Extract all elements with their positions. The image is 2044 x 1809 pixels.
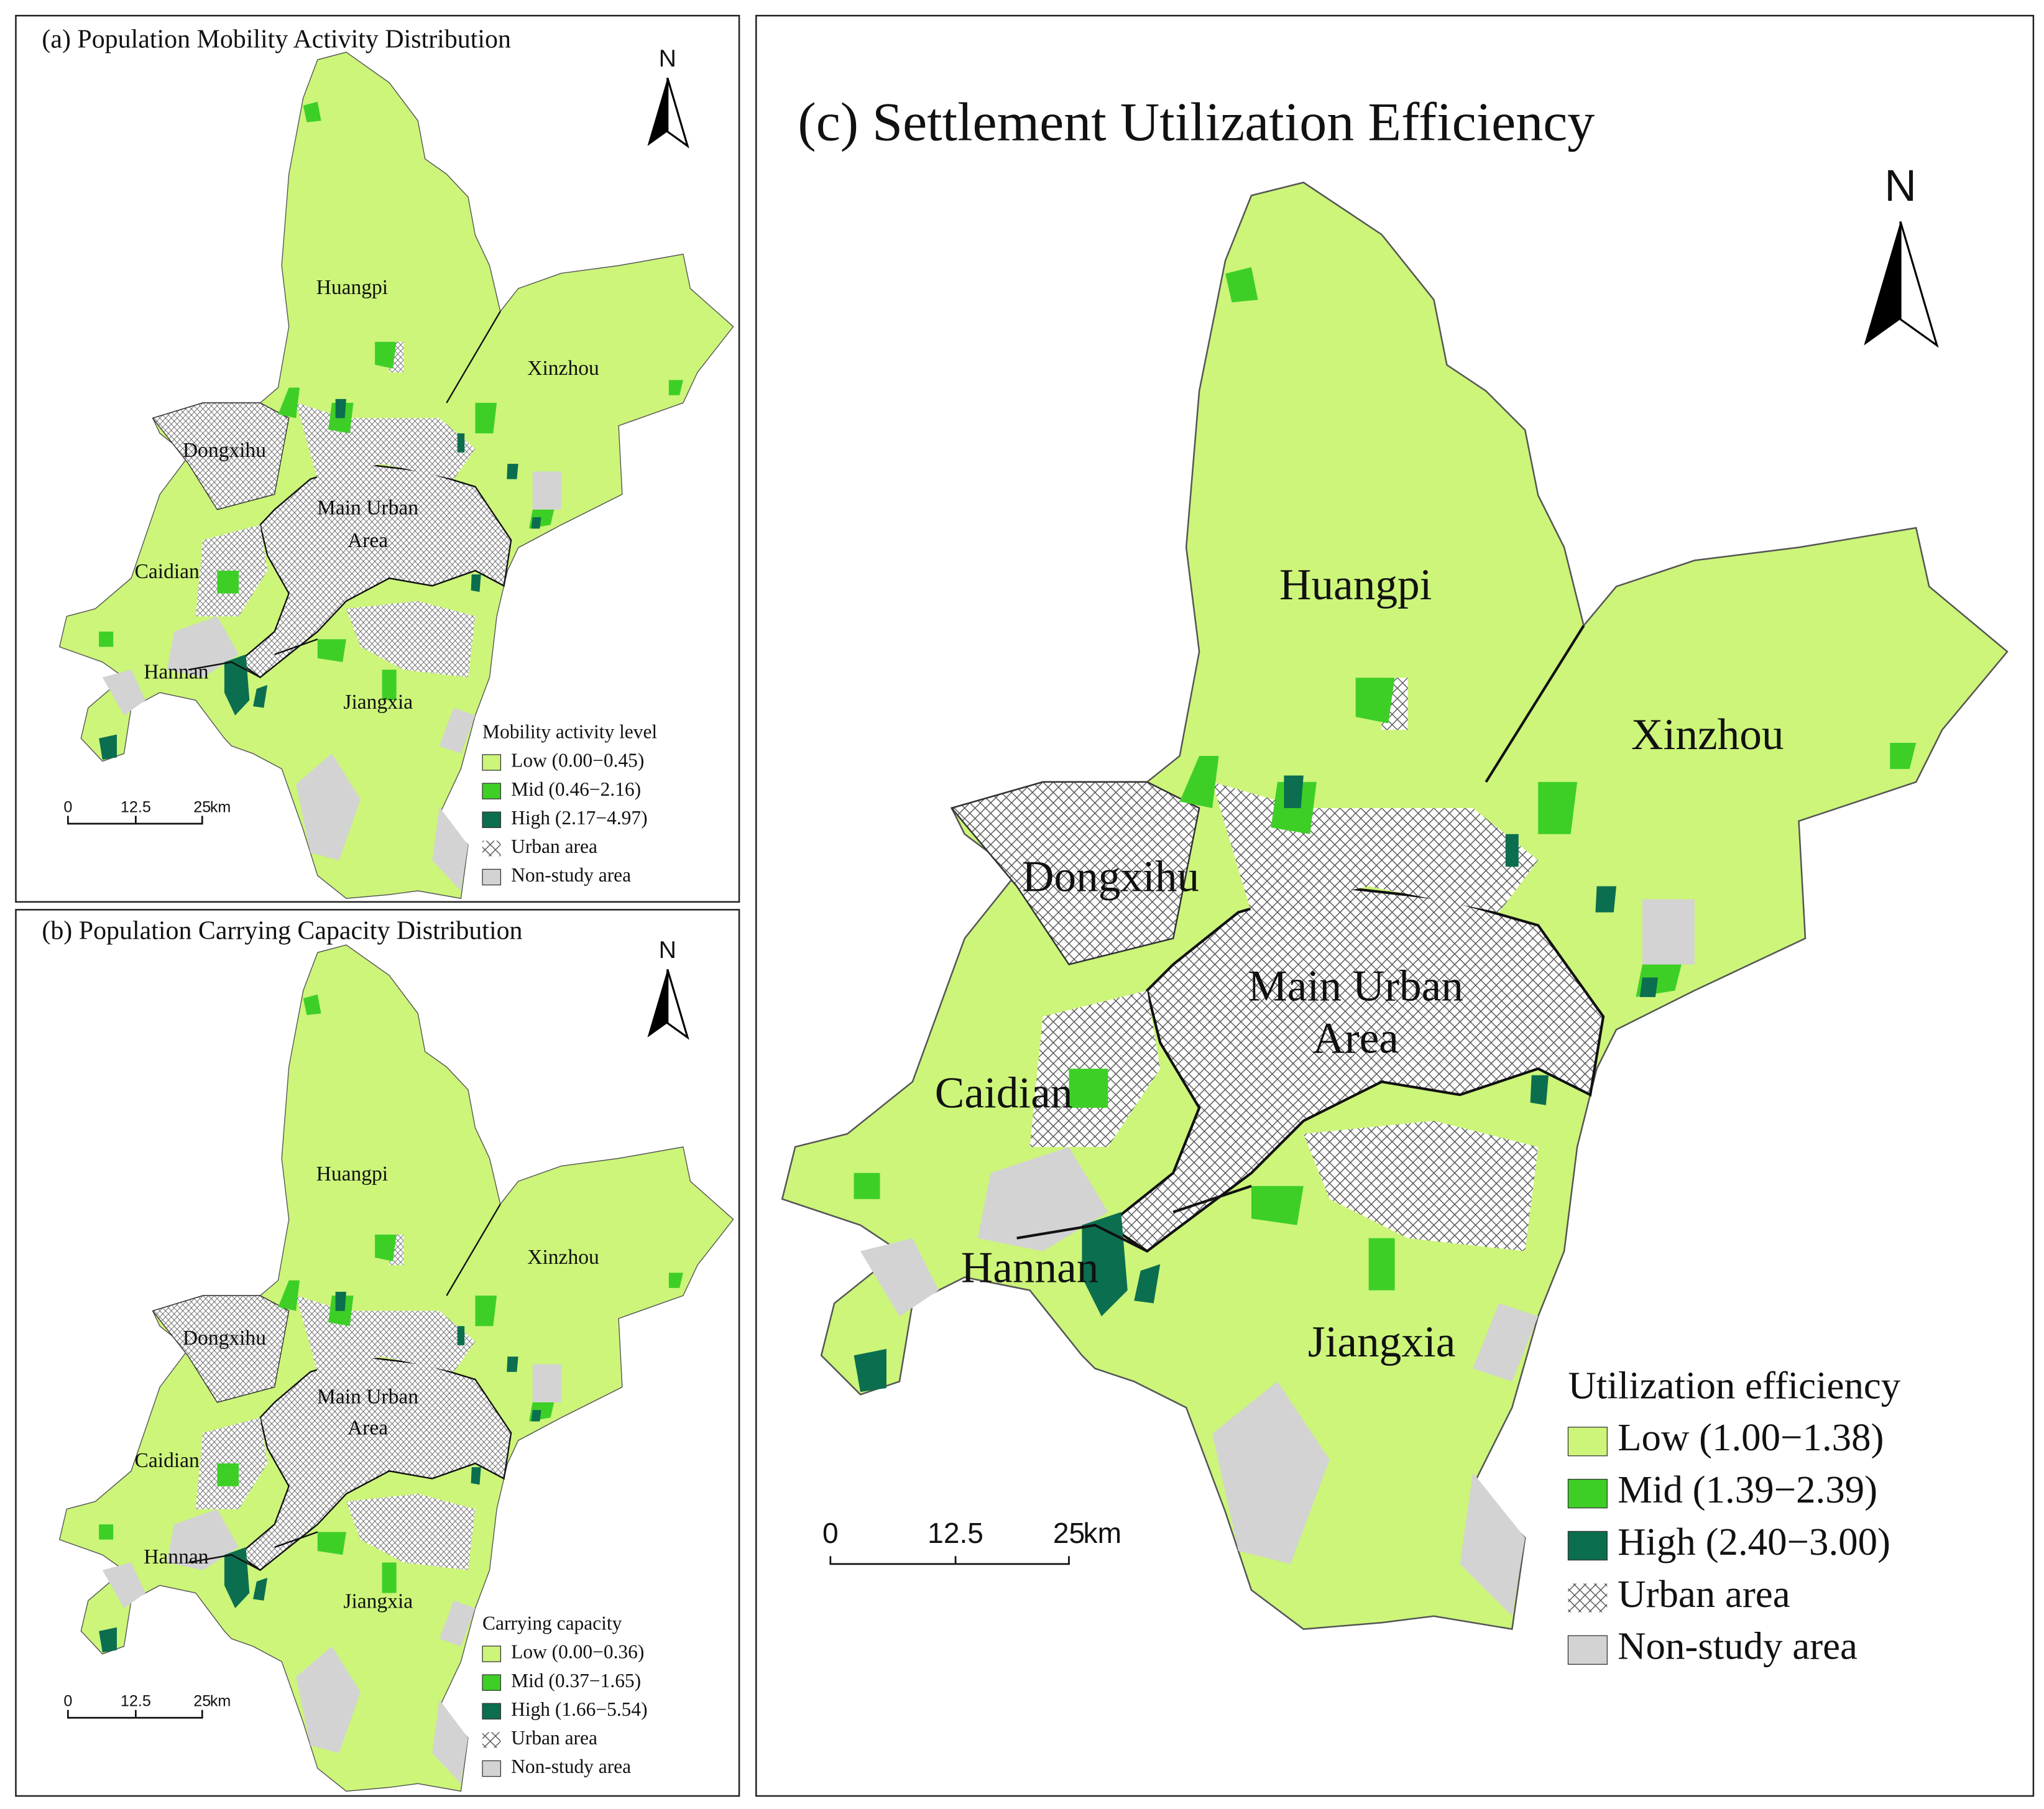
scale-unit: km (1084, 1517, 1121, 1549)
district-label: Caidian (135, 1449, 200, 1472)
legend-label: High (2.40−3.00) (1618, 1520, 1890, 1563)
scale-bar (67, 816, 203, 825)
district-label: Dongxihu (183, 1327, 266, 1350)
district-label: Jiangxia (1308, 1317, 1456, 1366)
legend-swatch (1567, 1635, 1608, 1665)
legend-label: High (2.17−4.97) (511, 807, 647, 829)
district-label: Dongxihu (1022, 852, 1199, 901)
north-arrow (1864, 221, 1901, 346)
district-label: Huangpi (316, 1162, 388, 1185)
legend-swatch (482, 1732, 501, 1748)
legend-swatch (1567, 1478, 1608, 1509)
legend-swatch (482, 754, 502, 771)
north-label: N (659, 937, 676, 964)
legend-label: Urban area (511, 835, 597, 857)
scale-label: 25 (1053, 1517, 1085, 1549)
scale-label: 0 (63, 798, 72, 816)
legend-label: Mid (0.37−1.65) (511, 1670, 641, 1692)
legend-swatch (482, 783, 502, 799)
scale-label: 25 (193, 798, 211, 816)
scale-bar (67, 1710, 203, 1719)
panel: (c) Settlement Utilization Efficiency N 0 1… (755, 14, 2035, 1797)
panel: (b) Population Carrying Capacity Distrib… (15, 909, 740, 1797)
legend-label: Mid (0.46−2.16) (511, 778, 641, 800)
legend-swatch (482, 1674, 502, 1691)
district-label: Hannan (961, 1243, 1099, 1292)
legend-title: Utilization efficiency (1568, 1363, 1900, 1407)
legend-swatch (482, 1646, 502, 1662)
legend-label: Low (0.00−0.36) (511, 1641, 644, 1663)
district-label: Caidian (135, 560, 200, 583)
legend-swatch (482, 811, 502, 828)
district-label: Main Urban (317, 496, 418, 519)
north-arrow (666, 77, 689, 149)
legend-swatch (1567, 1531, 1608, 1561)
district-label: Dongxihu (183, 439, 266, 462)
north-arrow (647, 78, 668, 146)
district-label: Caidian (935, 1069, 1073, 1118)
legend-swatch (1568, 1583, 1608, 1613)
legend-label: Urban area (1618, 1572, 1790, 1616)
legend-label: Urban area (511, 1727, 597, 1749)
north-arrow (1899, 221, 1939, 348)
panels: (a) Population Mobility Activity Distrib… (15, 14, 2035, 1797)
legend-label: Non-study area (511, 864, 631, 886)
district-label: Xinzhou (527, 1246, 599, 1269)
district-label: Area (348, 529, 388, 552)
legend-swatch (1567, 1427, 1608, 1457)
legend-title: Mobility activity level (482, 721, 657, 743)
district-label: Hannan (144, 1545, 209, 1568)
scale-label: 12.5 (121, 1693, 151, 1710)
legend-label: Low (1.00−1.38) (1618, 1415, 1884, 1459)
district-label: Area (1312, 1014, 1398, 1063)
legend-label: Mid (1.39−2.39) (1618, 1468, 1877, 1511)
district-label: Hannan (144, 661, 209, 684)
panel: (a) Population Mobility Activity Distrib… (15, 14, 740, 903)
scale-bar (829, 1556, 1070, 1565)
scale-label: 0 (63, 1693, 72, 1710)
scale-label: 12.5 (121, 798, 151, 816)
district-label: Jiangxia (343, 1590, 413, 1613)
legend-swatch (482, 840, 501, 857)
north-label: N (1884, 161, 1916, 211)
north-arrow (647, 969, 668, 1038)
north-label: N (659, 45, 676, 72)
district-label: Xinzhou (1631, 710, 1784, 759)
scale-label: 12.5 (928, 1517, 983, 1549)
scale-label: 0 (822, 1517, 839, 1549)
legend-label: Non-study area (1618, 1624, 1858, 1668)
legend-swatch (482, 1760, 502, 1777)
legend-swatch (482, 868, 502, 886)
panel-title: (a) Population Mobility Activity Distrib… (42, 25, 511, 54)
legend-swatch (482, 1703, 502, 1719)
legend-label: Non-study area (511, 1756, 631, 1777)
district-label: Main Urban (1248, 962, 1463, 1011)
legend-label: High (1.66−5.54) (511, 1698, 647, 1720)
scale-label: 25 (193, 1693, 211, 1710)
panel-title: (b) Population Carrying Capacity Distrib… (42, 917, 522, 946)
legend-title: Carrying capacity (482, 1613, 622, 1634)
legend-label: Low (0.00−0.45) (511, 750, 644, 771)
panel-title: (c) Settlement Utilization Efficiency (798, 93, 1595, 153)
district-label: Main Urban (317, 1385, 418, 1408)
district-label: Huangpi (1279, 560, 1432, 609)
scale-unit: km (210, 798, 231, 816)
north-arrow (666, 969, 689, 1040)
district-label: Xinzhou (527, 357, 599, 380)
district-label: Huangpi (316, 276, 388, 299)
district-label: Area (348, 1417, 388, 1440)
district-label: Jiangxia (343, 691, 413, 714)
scale-unit: km (210, 1693, 231, 1710)
